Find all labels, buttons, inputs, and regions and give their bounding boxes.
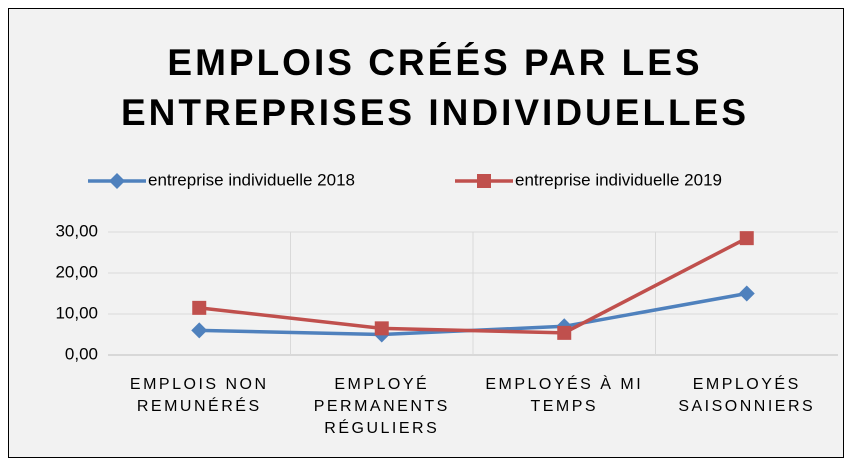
data-point: [738, 285, 755, 302]
data-point: [557, 325, 572, 340]
legend-marker: [477, 174, 491, 188]
x-tick-label: EMPLOIS NON REMUNÉRÉS: [129, 376, 269, 415]
data-point: [191, 322, 208, 339]
legend-marker: [109, 173, 125, 189]
series-line: [199, 236, 748, 335]
chart-area: [8, 8, 844, 458]
y-tick-label: 10,00: [55, 303, 98, 322]
data-point: [739, 231, 754, 246]
data-point: [192, 300, 207, 315]
x-tick-label: EMPLOYÉ PERMANENTS RÉGULIERS: [313, 376, 450, 437]
y-tick-label: 0,00: [65, 344, 98, 363]
chart-title: EMPLOIS CRÉÉS PAR LES ENTREPRISES INDIVI…: [120, 42, 750, 133]
y-tick-label: 30,00: [55, 221, 98, 240]
legend-label: entreprise individuelle 2019: [515, 170, 722, 189]
x-tick-label: EMPLOYÉS SAISONNIERS: [678, 376, 816, 415]
y-tick-label: 20,00: [55, 262, 98, 281]
data-point: [374, 321, 389, 336]
legend-label: entreprise individuelle 2018: [148, 170, 355, 189]
x-tick-label: EMPLOYÉS À MI TEMPS: [485, 376, 644, 415]
